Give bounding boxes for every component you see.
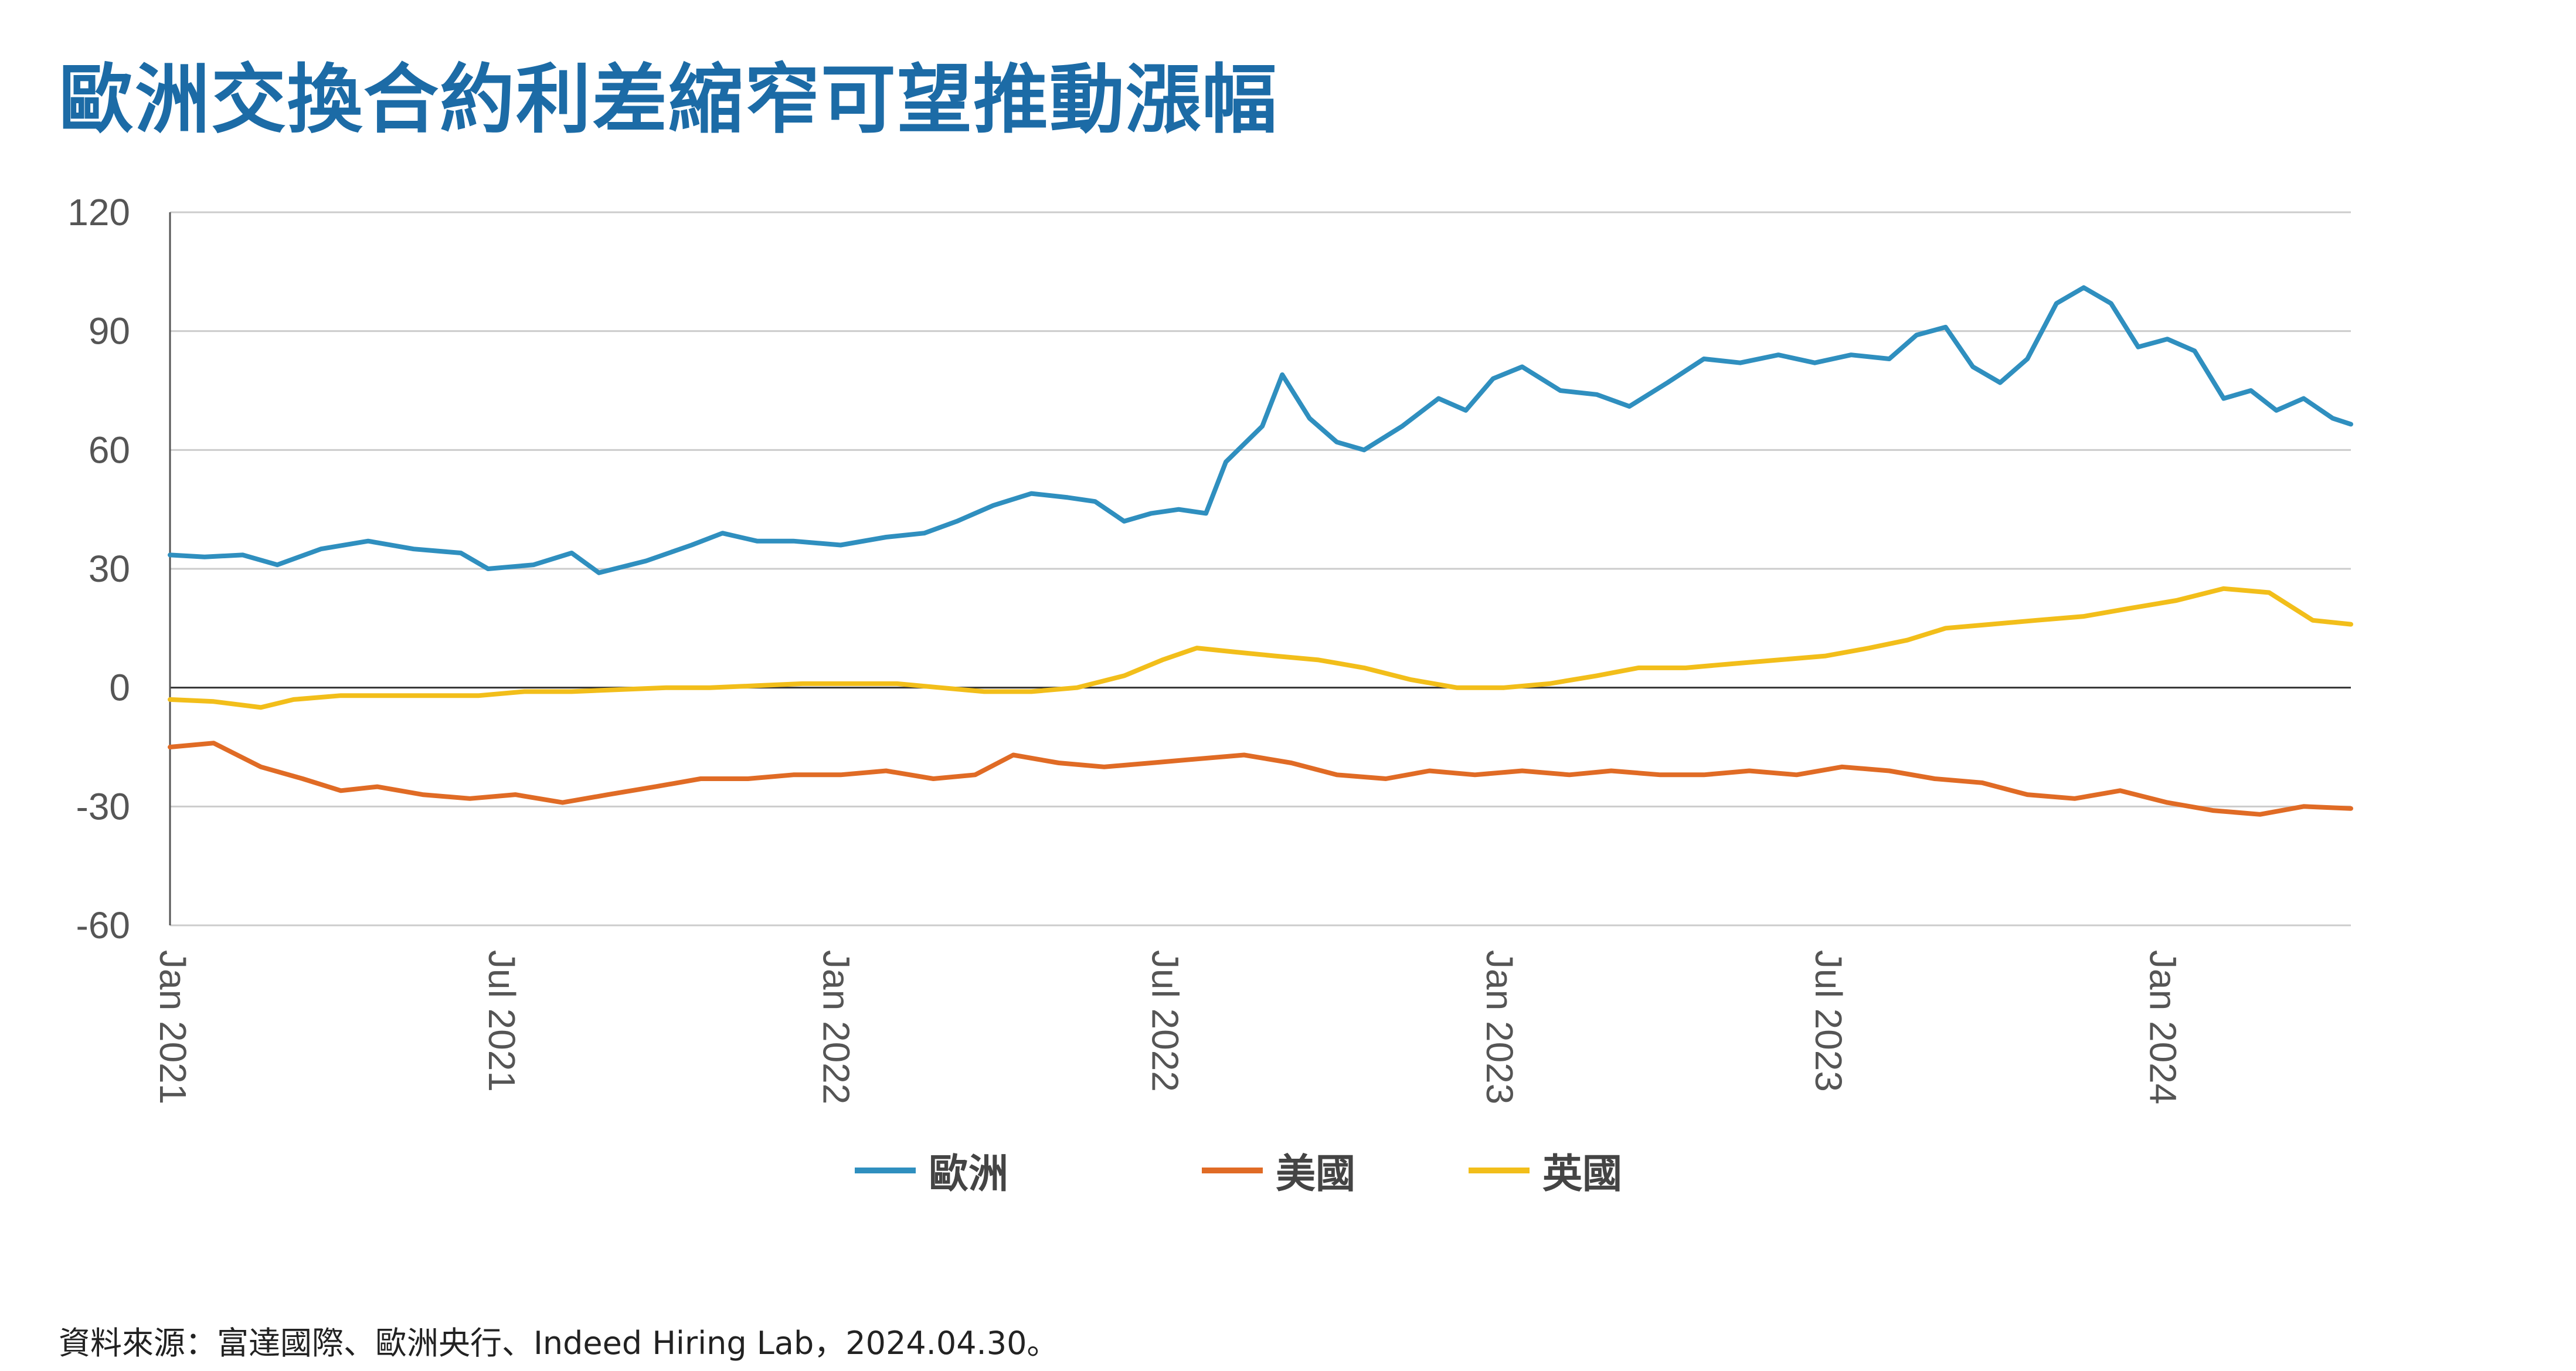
x-tick-label: Jan 2021 bbox=[152, 950, 194, 1104]
legend-swatch-europe bbox=[855, 1167, 916, 1173]
y-tick-label: 30 bbox=[89, 548, 130, 590]
y-tick-label: -60 bbox=[76, 904, 131, 946]
series-line-2 bbox=[168, 586, 2353, 710]
series-layer bbox=[168, 285, 2353, 817]
y-tick-label: 120 bbox=[67, 191, 130, 233]
legend-label-us: 美國 bbox=[1276, 1151, 1356, 1197]
legend-item-us: 美國 bbox=[1202, 1141, 1355, 1199]
legend-swatch-us bbox=[1202, 1167, 1263, 1173]
legend-label-uk: 英國 bbox=[1542, 1151, 1623, 1197]
series-line-1 bbox=[168, 741, 2353, 817]
series-line-0 bbox=[168, 285, 2353, 575]
y-tick-label: 60 bbox=[89, 429, 130, 471]
chart-title: 歐洲交換合約利差縮窄可望推動漲幅 bbox=[59, 56, 1279, 144]
y-axis: 120 90 60 30 0 -30 -60 bbox=[67, 191, 130, 946]
source-note: 資料來源：富達國際、歐洲央行、Indeed Hiring Lab，2024.04… bbox=[59, 1325, 1059, 1362]
x-tick-label: Jul 2021 bbox=[481, 950, 523, 1092]
legend-item-uk: 英國 bbox=[1469, 1141, 1622, 1199]
chart-legend: 歐洲 美國 英國 bbox=[0, 1141, 2576, 1200]
chart-grid bbox=[169, 211, 2351, 927]
y-tick-label: 90 bbox=[89, 310, 130, 352]
y-tick-label: 0 bbox=[109, 667, 130, 709]
legend-swatch-uk bbox=[1469, 1167, 1530, 1173]
x-tick-label: Jan 2024 bbox=[2142, 950, 2184, 1104]
x-axis: Jan 2021 Jul 2021 Jan 2022 Jul 2022 Jan 2023… bbox=[152, 950, 2184, 1104]
legend-label-europe: 歐洲 bbox=[929, 1151, 1009, 1197]
x-tick-label: Jul 2022 bbox=[1144, 950, 1187, 1092]
x-tick-label: Jan 2022 bbox=[815, 950, 858, 1104]
x-tick-label: Jan 2023 bbox=[1479, 950, 1521, 1104]
y-tick-label: -30 bbox=[76, 785, 131, 827]
x-tick-label: Jul 2023 bbox=[1807, 950, 1850, 1092]
legend-item-europe: 歐洲 bbox=[855, 1141, 1008, 1199]
